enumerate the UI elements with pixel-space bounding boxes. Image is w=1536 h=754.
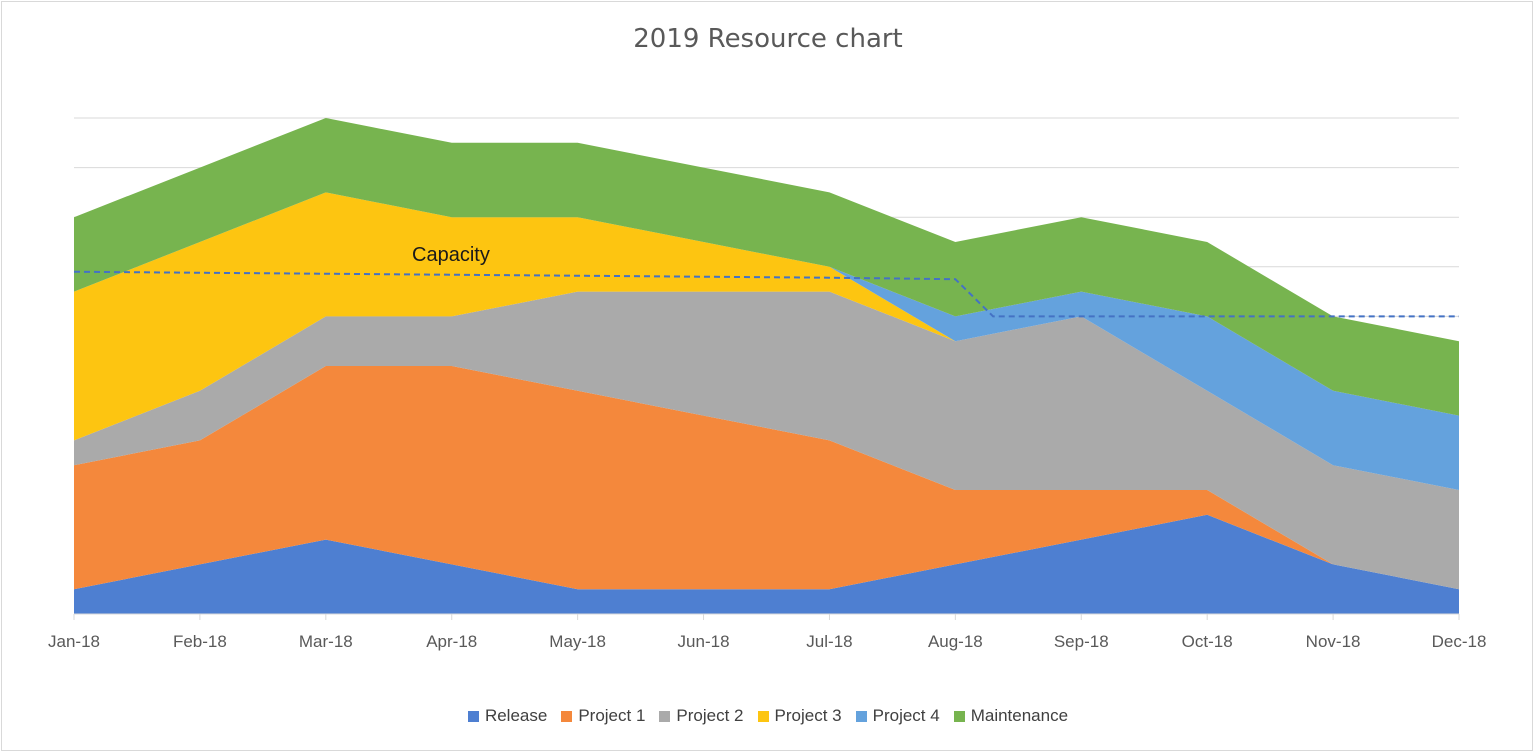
legend-swatch xyxy=(467,710,479,722)
x-tick-label: Feb-18 xyxy=(173,632,227,651)
legend-label: Release xyxy=(484,706,548,725)
series-area-release xyxy=(74,514,1459,614)
series-area-project-4 xyxy=(74,192,1459,490)
chart-legend: Release Project 1 Project 2 Project 3 Projec… xyxy=(0,706,1536,726)
legend-label: Project 4 xyxy=(872,706,940,725)
x-tick-label: Oct-18 xyxy=(1182,632,1233,651)
legend-item-maintenance: Maintenance xyxy=(953,706,1069,726)
x-tick-label: Sep-18 xyxy=(1054,632,1109,651)
series-area-project-2 xyxy=(74,291,1459,590)
x-tick-label: May-18 xyxy=(549,632,606,651)
x-tick-label: Mar-18 xyxy=(299,632,353,651)
legend-item-release: Release xyxy=(467,706,548,726)
legend-label: Maintenance xyxy=(970,706,1069,725)
legend-swatch xyxy=(757,710,769,722)
legend-swatch xyxy=(953,710,965,722)
legend-label: Project 2 xyxy=(676,706,744,725)
legend-item-project-1: Project 1 xyxy=(561,706,645,726)
x-tick-label: Apr-18 xyxy=(426,632,477,651)
legend-swatch xyxy=(659,710,671,722)
capacity-label: Capacity xyxy=(412,244,490,266)
capacity-line xyxy=(73,270,1459,318)
legend-swatch xyxy=(855,710,867,722)
x-tick-label: Aug-18 xyxy=(928,632,983,651)
series-area-project-3 xyxy=(74,192,1459,490)
x-tick-label: Jul-18 xyxy=(806,632,852,651)
legend-item-project-4: Project 4 xyxy=(855,706,940,726)
x-tick-label: Jan-18 xyxy=(48,632,100,651)
series-area-project-1 xyxy=(74,366,1459,590)
x-tick-label: Jun-18 xyxy=(678,632,730,651)
legend-item-project-3: Project 3 xyxy=(757,706,842,726)
x-tick-label: Nov-18 xyxy=(1306,632,1361,651)
series-area-maintenance xyxy=(74,118,1459,416)
x-tick-label: Dec-18 xyxy=(1432,632,1487,651)
chart-title: 2019 Resource chart xyxy=(633,24,903,54)
legend-item-project-2: Project 2 xyxy=(659,706,744,726)
legend-label: Project 3 xyxy=(774,706,842,725)
legend-swatch xyxy=(561,710,573,722)
legend-label: Project 1 xyxy=(578,706,646,725)
